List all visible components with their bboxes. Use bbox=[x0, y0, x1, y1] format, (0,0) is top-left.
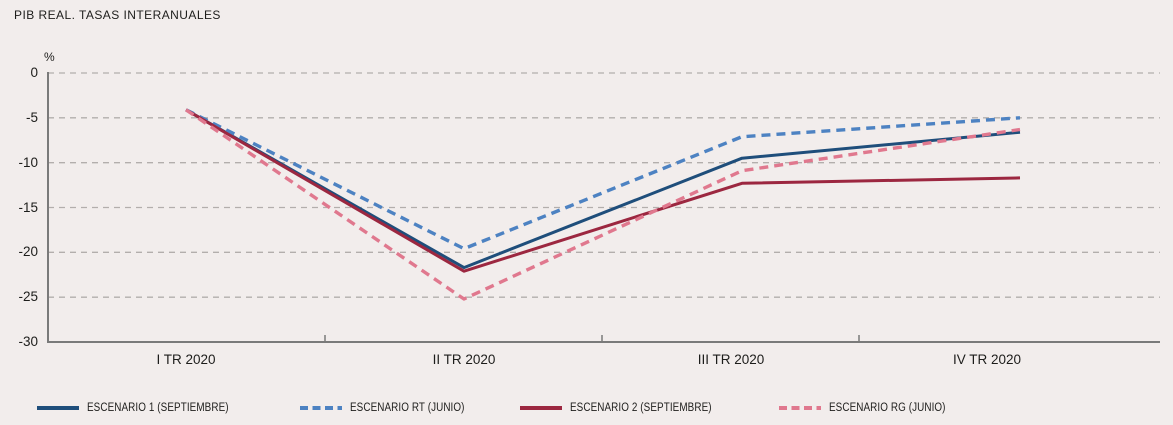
series-line-1 bbox=[185, 108, 1021, 251]
y-tick-label--20: -20 bbox=[18, 244, 38, 260]
legend-dashed-line-swatch bbox=[779, 406, 821, 410]
legend-label-1: ESCENARIO 1 (SEPTIEMBRE) bbox=[87, 402, 229, 414]
legend-label-2: ESCENARIO RT (JUNIO) bbox=[350, 402, 465, 414]
chart-title: PIB REAL. TASAS INTERANUALES bbox=[14, 8, 221, 22]
x-tick-label-4: IV TR 2020 bbox=[952, 352, 1022, 367]
y-tick-label--25: -25 bbox=[18, 289, 38, 305]
y-tick-label--5: -5 bbox=[25, 109, 38, 125]
legend-dashed-line-swatch bbox=[300, 406, 342, 410]
series-line-2 bbox=[185, 108, 1021, 273]
legend-item-1: ESCENARIO 1 (SEPTIEMBRE) bbox=[37, 399, 252, 417]
series-line-3 bbox=[185, 108, 1021, 301]
legend-solid-line-swatch bbox=[520, 406, 562, 410]
y-tick-label--15: -15 bbox=[18, 199, 38, 215]
plot-area bbox=[47, 72, 1160, 343]
x-tick-label-1: I TR 2020 bbox=[156, 352, 216, 367]
legend-label-3: ESCENARIO 2 (SEPTIEMBRE) bbox=[570, 402, 712, 414]
legend-item-3: ESCENARIO 2 (SEPTIEMBRE) bbox=[520, 399, 735, 417]
legend-label-4: ESCENARIO RG (JUNIO) bbox=[829, 402, 946, 414]
y-tick-label--30: -30 bbox=[18, 334, 38, 349]
legend-item-2: ESCENARIO RT (JUNIO) bbox=[300, 399, 483, 417]
x-tick-label-2: II TR 2020 bbox=[432, 352, 496, 367]
y-tick-label-0: 0 bbox=[30, 65, 38, 80]
legend: ESCENARIO 1 (SEPTIEMBRE) ESCENARIO RT (JU… bbox=[0, 399, 1173, 419]
x-tick-label-3: III TR 2020 bbox=[697, 352, 765, 367]
y-tick-label--10: -10 bbox=[18, 154, 38, 170]
legend-solid-line-swatch bbox=[37, 406, 79, 410]
legend-item-4: ESCENARIO RG (JUNIO) bbox=[779, 399, 965, 417]
y-axis-unit-label: % bbox=[44, 50, 55, 64]
series-line-0 bbox=[185, 108, 1021, 270]
